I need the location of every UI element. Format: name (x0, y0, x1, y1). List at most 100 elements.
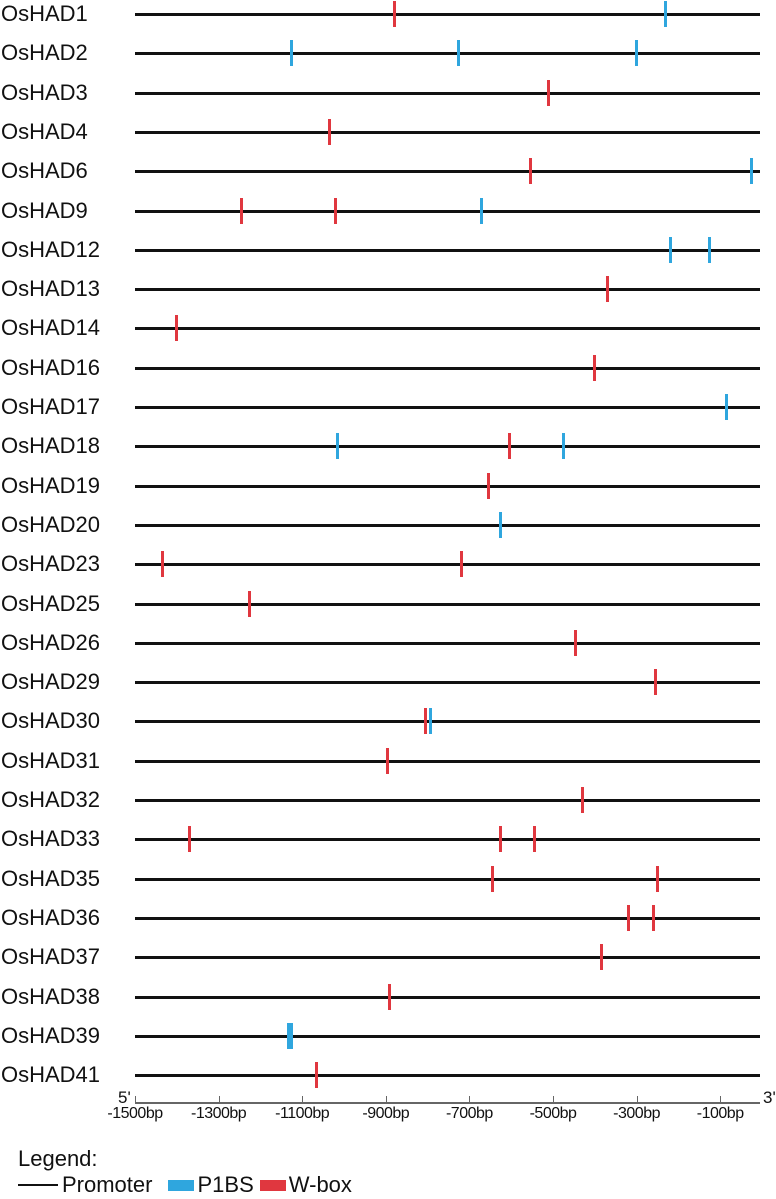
wbox-marker (160, 551, 164, 578)
axis-tick (218, 1096, 220, 1103)
wbox-marker (459, 551, 463, 578)
promoter-line (135, 209, 760, 213)
gene-label: OsHAD29 (1, 669, 101, 695)
gene-row: OsHAD26 (0, 629, 776, 659)
gene-row: OsHAD23 (0, 550, 776, 580)
gene-row: OsHAD16 (0, 354, 776, 384)
promoter-line (135, 170, 760, 174)
promoter-line (135, 523, 760, 527)
promoter-line (135, 877, 760, 881)
gene-label: OsHAD39 (1, 1022, 101, 1048)
legend-p1bs-label: P1BS (197, 1172, 254, 1197)
gene-row: OsHAD1 (0, 0, 776, 30)
p1bs-marker (286, 1022, 293, 1049)
axis-tick-label: -500bp (529, 1105, 577, 1122)
gene-label: OsHAD17 (1, 394, 101, 419)
gene-label: OsHAD6 (1, 158, 88, 184)
gene-row: OsHAD3 (0, 79, 776, 109)
axis-tick-label: -1100bp (275, 1105, 330, 1122)
p1bs-swatch-icon (168, 1179, 195, 1191)
promoter-line (135, 288, 760, 292)
promoter-line (135, 484, 760, 488)
gene-label: OsHAD26 (1, 629, 101, 655)
wbox-marker (187, 826, 191, 853)
axis-tick-label: -900bp (362, 1105, 410, 1122)
wbox-marker (605, 276, 609, 303)
promoter-line (135, 641, 760, 645)
axis-tick (636, 1096, 638, 1103)
gene-row: OsHAD17 (0, 393, 776, 423)
axis-tick-label: -1300bp (190, 1105, 247, 1122)
promoter-line (135, 91, 760, 95)
gene-row: OsHAD13 (0, 275, 776, 305)
gene-label: OsHAD30 (1, 708, 101, 734)
gene-label: OsHAD31 (1, 747, 101, 773)
wbox-marker (653, 669, 657, 696)
gene-row: OsHAD37 (0, 943, 776, 973)
wbox-marker (626, 904, 630, 931)
wbox-marker (424, 708, 427, 735)
wbox-marker (392, 1, 396, 27)
axis-tick-label: -700bp (445, 1105, 493, 1122)
gene-label: OsHAD38 (1, 983, 101, 1009)
gene-row: OsHAD33 (0, 825, 776, 855)
promoter-line (135, 406, 760, 409)
gene-label: OsHAD19 (1, 472, 101, 498)
legend-promoter-label: Promoter (62, 1172, 153, 1197)
p1bs-marker (668, 236, 672, 263)
gene-row: OsHAD18 (0, 432, 776, 462)
promoter-line (135, 563, 760, 567)
gene-row: OsHAD39 (0, 1022, 776, 1052)
promoter-line (135, 916, 760, 920)
gene-label: OsHAD33 (1, 826, 101, 852)
p1bs-marker (664, 1, 668, 27)
gene-row: OsHAD29 (0, 668, 776, 698)
gene-row: OsHAD32 (0, 786, 776, 816)
gene-row: OsHAD4 (0, 118, 776, 148)
gene-row: OsHAD36 (0, 904, 776, 934)
wbox-marker (651, 904, 655, 931)
wbox-marker (327, 118, 331, 145)
axis-tick (385, 1096, 387, 1103)
promoter-line (135, 956, 760, 960)
wbox-marker (248, 590, 252, 617)
gene-label: OsHAD4 (1, 118, 88, 144)
p1bs-marker (750, 158, 754, 185)
gene-label: OsHAD2 (1, 40, 88, 66)
gene-label: OsHAD37 (1, 944, 101, 970)
gene-label: OsHAD1 (1, 1, 88, 26)
promoter-line (135, 681, 760, 685)
legend: Promoter P1BS W-box (18, 1172, 352, 1198)
wbox-marker (315, 1062, 319, 1089)
wbox-marker (486, 472, 490, 499)
wbox-marker (547, 79, 551, 106)
gene-label: OsHAD3 (1, 79, 88, 105)
gene-row: OsHAD25 (0, 590, 776, 620)
wbox-marker (240, 197, 244, 224)
promoter-line (135, 602, 760, 606)
gene-label: OsHAD25 (1, 590, 101, 616)
gene-label: OsHAD20 (1, 511, 101, 537)
gene-label: OsHAD12 (1, 236, 101, 262)
gene-row: OsHAD20 (0, 511, 776, 541)
axis-tick-label: -1500bp (107, 1105, 163, 1122)
wbox-marker (593, 354, 597, 381)
gene-label: OsHAD18 (1, 433, 101, 459)
promoter-line-icon (18, 1184, 58, 1186)
wbox-marker (499, 826, 503, 853)
promoter-line (135, 52, 760, 56)
wbox-marker (528, 158, 532, 185)
wbox-marker (388, 983, 392, 1010)
p1bs-marker (724, 394, 728, 420)
promoter-line (135, 720, 760, 724)
p1bs-marker (480, 197, 484, 224)
gene-row: OsHAD31 (0, 747, 776, 777)
promoter-line (135, 995, 760, 999)
promoter-line (135, 445, 760, 449)
legend-wbox-label: W-box (288, 1172, 352, 1197)
wbox-marker (532, 826, 536, 853)
gene-label: OsHAD32 (1, 787, 101, 812)
gene-label: OsHAD35 (1, 865, 101, 891)
gene-row: OsHAD19 (0, 472, 776, 502)
gene-label: OsHAD9 (1, 197, 88, 223)
